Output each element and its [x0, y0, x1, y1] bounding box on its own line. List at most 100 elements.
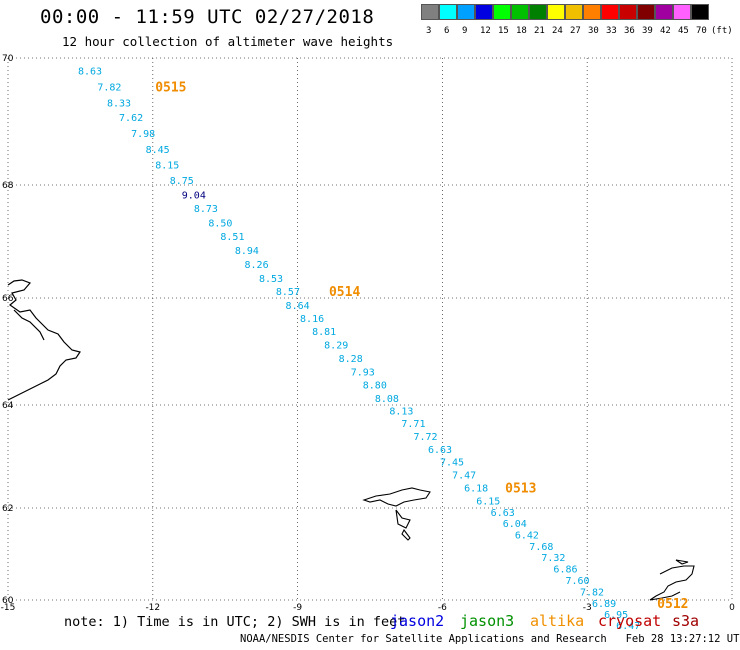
wave-height-value: 6.63 [491, 508, 515, 519]
map-grid [7, 57, 733, 601]
footnote: note: 1) Time is in UTC; 2) SWH is in fe… [64, 614, 406, 630]
faroe-islands [362, 487, 431, 541]
satellite-jason2: jason2 [390, 612, 445, 630]
legend-swatch [511, 4, 529, 20]
credit-footer: NOAA/NESDIS Center for Satellite Applica… [240, 633, 740, 645]
wave-height-value: 6.63 [428, 445, 452, 456]
wave-height-value: 6.04 [503, 519, 527, 530]
lat-label: 64 [2, 401, 14, 411]
legend-tick-label: 30 [588, 26, 599, 36]
legend-swatch [673, 4, 691, 20]
legend-swatch [601, 4, 619, 20]
wave-height-value: 8.63 [78, 67, 102, 78]
wave-height-value: 7.71 [401, 419, 425, 430]
legend-tick-label: 3 [426, 26, 432, 36]
pass-number-label: 0514 [329, 285, 360, 300]
coastlines [7, 279, 695, 601]
shetland-islands [649, 559, 695, 601]
wave-height-value: 8.08 [375, 394, 399, 405]
altimeter-track: 8.63 7.82 8.33 7.62 7.98 8.45 8.15 8.75 9.04 8.73… [78, 67, 688, 632]
wave-height-value: 6.15 [476, 496, 500, 507]
legend-swatch [457, 4, 475, 20]
lon-label: -9 [293, 603, 302, 613]
wave-height-value: 8.64 [286, 301, 310, 312]
wave-height-value: 8.94 [235, 246, 259, 257]
legend-swatch [421, 4, 439, 20]
page-subtitle: 12 hour collection of altimeter wave hei… [62, 34, 394, 49]
pass-number-label: 0513 [505, 481, 536, 496]
satellite-jason3: jason3 [460, 612, 515, 630]
lat-label: 62 [2, 504, 13, 514]
wave-height-value: 8.73 [194, 204, 218, 215]
legend-swatch [619, 4, 637, 20]
wave-height-value: 6.47 [616, 621, 640, 632]
wave-height-value: 7.45 [440, 458, 464, 469]
legend-swatch [637, 4, 655, 20]
lat-label: 60 [2, 596, 14, 606]
legend-tick-label: 9 [462, 26, 468, 36]
lat-label: 68 [2, 181, 14, 191]
wave-height-value: 7.47 [452, 471, 476, 482]
pass-number-label: 0515 [155, 81, 186, 96]
lon-label: 0 [729, 603, 735, 613]
wave-height-value: 7.62 [119, 113, 143, 124]
wave-height-value: 7.98 [131, 129, 155, 140]
lat-label: 70 [2, 54, 14, 64]
legend-swatch [655, 4, 673, 20]
wave-height-value: 6.95 [604, 610, 628, 621]
wave-height-value: 8.13 [389, 407, 413, 418]
legend-swatch [529, 4, 547, 20]
wave-height-value: 8.80 [363, 381, 387, 392]
wave-height-value: 9.04 [182, 191, 206, 202]
wave-height-value: 7.82 [580, 587, 604, 598]
legend-tick-label: 6 [444, 26, 450, 36]
wave-height-value: 7.82 [97, 83, 121, 94]
legend-swatch [565, 4, 583, 20]
legend-tick-label: 36 [624, 26, 635, 36]
lon-label: -15 [1, 603, 16, 613]
wave-height-value: 8.33 [107, 98, 131, 109]
legend-swatch [475, 4, 493, 20]
wave-height-value: 8.29 [324, 341, 348, 352]
wave-height-value: 8.51 [220, 232, 244, 243]
legend-tick-label: 24 [552, 26, 563, 36]
wave-height-value: 8.15 [155, 161, 179, 172]
satellite-cryosat: cryosat [598, 612, 662, 630]
greenland-coast [7, 279, 81, 401]
wave-height-value: 8.81 [312, 327, 336, 338]
wave-height-value: 8.28 [339, 354, 363, 365]
wave-height-value: 7.68 [529, 542, 553, 553]
wave-height-value: 8.75 [170, 176, 194, 187]
wave-height-value: 8.50 [208, 218, 232, 229]
legend-swatch [547, 4, 565, 20]
lon-label: -3 [583, 603, 592, 613]
wave-height-value: 7.60 [565, 576, 589, 587]
wave-height-value: 8.53 [259, 274, 283, 285]
satellite-altika: altika [530, 612, 585, 630]
axis-labels: 70 68 66 64 62 60-15 -12 -9 -6 -3 0 [1, 54, 735, 613]
legend-tick-label: 18 [516, 26, 527, 36]
legend-tick-label: 39 [642, 26, 653, 36]
satellite-s3a: s3a [672, 612, 700, 630]
legend-tick-label: 33 [606, 26, 617, 36]
wave-height-value: 7.93 [351, 367, 375, 378]
pass-number-label: 0512 [657, 597, 688, 612]
lon-label: -12 [145, 603, 160, 613]
legend-swatch [691, 4, 709, 20]
legend-swatch [583, 4, 601, 20]
legend-swatch [439, 4, 457, 20]
wave-height-value: 8.45 [146, 145, 170, 156]
lon-label: -6 [438, 603, 447, 613]
wave-height-value: 8.26 [245, 260, 269, 271]
page-title: 00:00 - 11:59 UTC 02/27/2018 [40, 6, 375, 28]
legend-unit: (ft) [711, 26, 733, 36]
wave-height-value: 7.72 [413, 432, 437, 443]
wave-height-value: 6.86 [553, 565, 577, 576]
legend-swatch [493, 4, 511, 20]
legend-tick-label: 21 [534, 26, 545, 36]
wave-height-value: 8.57 [276, 287, 300, 298]
legend-tick-label: 42 [660, 26, 671, 36]
wave-height-value: 7.32 [541, 553, 565, 564]
wave-height-value: 6.42 [515, 531, 539, 542]
